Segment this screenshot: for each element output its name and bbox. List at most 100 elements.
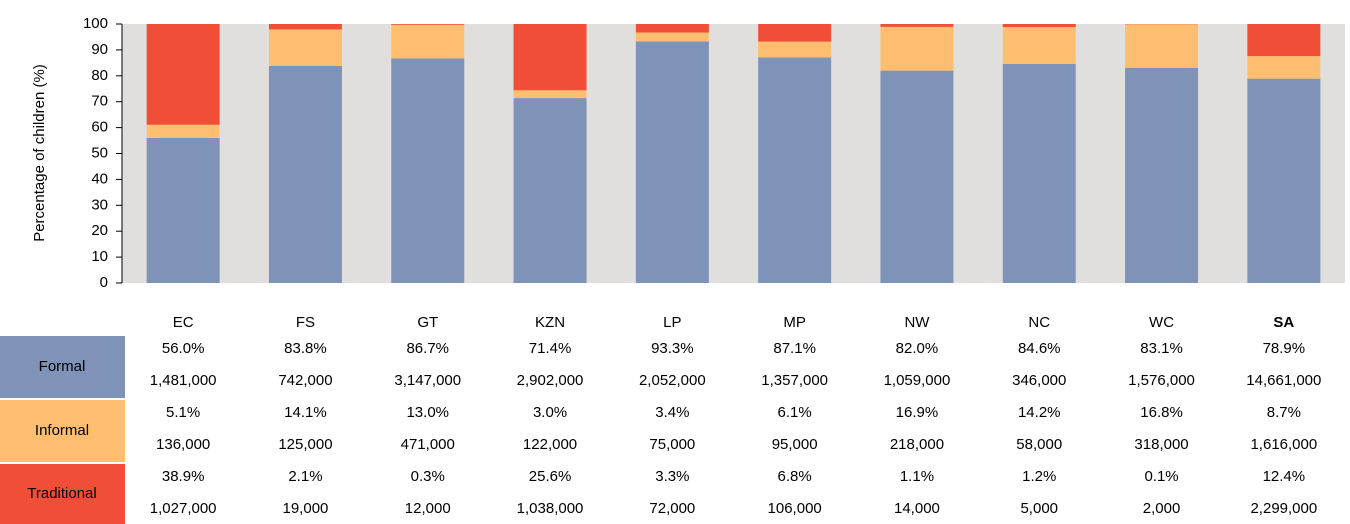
percent-cell: 83.1%: [1140, 340, 1183, 357]
bar-segment: [268, 65, 342, 283]
y-tick-label: 40: [91, 170, 108, 187]
percent-cell: 2.1%: [288, 468, 322, 485]
count-cell: 75,000: [649, 436, 695, 453]
count-cell: 1,027,000: [150, 500, 217, 517]
count-cell: 5,000: [1020, 500, 1058, 517]
bar-segment: [1247, 56, 1321, 79]
percent-cell: 87.1%: [773, 340, 816, 357]
category-label: EC: [173, 314, 194, 331]
percent-cell: 38.9%: [162, 468, 205, 485]
percent-cell: 82.0%: [896, 340, 939, 357]
category-label: NW: [904, 314, 930, 331]
percent-cell: 25.6%: [529, 468, 572, 485]
percent-cell: 0.3%: [411, 468, 445, 485]
count-cell: 12,000: [405, 500, 451, 517]
bar-segment: [268, 24, 342, 30]
bar-segment: [758, 41, 832, 58]
count-cell: 122,000: [523, 436, 577, 453]
count-cell: 95,000: [772, 436, 818, 453]
percent-cell: 78.9%: [1263, 340, 1306, 357]
count-cell: 471,000: [401, 436, 455, 453]
percent-cell: 16.8%: [1140, 404, 1183, 421]
count-cell: 58,000: [1016, 436, 1062, 453]
percent-cell: 3.4%: [655, 404, 689, 421]
count-cell: 318,000: [1134, 436, 1188, 453]
bar-segment: [268, 29, 342, 66]
percent-cell: 6.8%: [778, 468, 812, 485]
y-axis-label: Percentage of children (%): [31, 64, 48, 242]
y-tick-label: 30: [91, 196, 108, 213]
bar-segment: [391, 24, 465, 25]
bar-segment: [513, 98, 587, 283]
category-label: GT: [417, 314, 438, 331]
bar-segment: [146, 137, 220, 283]
percent-cell: 3.3%: [655, 468, 689, 485]
row-header: [0, 464, 125, 524]
bar-segment: [880, 24, 954, 27]
bar-segment: [1125, 24, 1199, 68]
category-label: MP: [783, 314, 806, 331]
bar-segment: [1002, 63, 1076, 283]
count-cell: 2,299,000: [1250, 500, 1317, 517]
y-tick-label: 90: [91, 41, 108, 58]
y-tick-label: 20: [91, 222, 108, 239]
row-label: Informal: [35, 422, 89, 439]
y-tick-label: 60: [91, 119, 108, 136]
category-label: LP: [663, 314, 681, 331]
count-cell: 1,616,000: [1250, 436, 1317, 453]
percent-cell: 83.8%: [284, 340, 327, 357]
count-cell: 14,000: [894, 500, 940, 517]
count-cell: 3,147,000: [394, 372, 461, 389]
bar-segment: [513, 24, 587, 91]
row-label: Traditional: [27, 485, 96, 502]
bar-segment: [1125, 67, 1199, 284]
bar-segment: [635, 32, 709, 42]
bar-segment: [635, 24, 709, 33]
bar-segment: [1247, 24, 1321, 57]
percent-cell: 56.0%: [162, 340, 205, 357]
percent-cell: 71.4%: [529, 340, 572, 357]
y-tick-label: 100: [83, 15, 108, 32]
count-cell: 1,576,000: [1128, 372, 1195, 389]
category-label: KZN: [535, 314, 565, 331]
bar-segment: [1002, 24, 1076, 28]
bar-segment: [1002, 27, 1076, 64]
y-tick-label: 0: [100, 274, 108, 291]
percent-cell: 16.9%: [896, 404, 939, 421]
row-header: [0, 336, 125, 398]
percent-cell: 13.0%: [406, 404, 449, 421]
bar-segment: [1247, 78, 1321, 283]
percent-cell: 3.0%: [533, 404, 567, 421]
percent-cell: 12.4%: [1263, 468, 1306, 485]
bar-segment: [391, 58, 465, 284]
bar-segment: [146, 24, 220, 125]
category-label: WC: [1149, 314, 1174, 331]
percent-cell: 14.1%: [284, 404, 327, 421]
percent-cell: 1.2%: [1022, 468, 1056, 485]
count-cell: 1,038,000: [517, 500, 584, 517]
row-label: Formal: [39, 358, 86, 375]
category-label: NC: [1028, 314, 1050, 331]
bar-segment: [880, 26, 954, 71]
count-cell: 2,902,000: [517, 372, 584, 389]
percent-cell: 1.1%: [900, 468, 934, 485]
count-cell: 14,661,000: [1246, 372, 1321, 389]
category-label: SA: [1273, 314, 1294, 331]
count-cell: 125,000: [278, 436, 332, 453]
y-tick-label: 10: [91, 248, 108, 265]
count-cell: 1,357,000: [761, 372, 828, 389]
bar-segment: [146, 124, 220, 138]
count-cell: 2,052,000: [639, 372, 706, 389]
row-header: [0, 400, 125, 462]
count-cell: 72,000: [649, 500, 695, 517]
bar-segment: [758, 57, 832, 284]
count-cell: 19,000: [283, 500, 329, 517]
category-label: FS: [296, 314, 315, 331]
count-cell: 1,481,000: [150, 372, 217, 389]
count-cell: 346,000: [1012, 372, 1066, 389]
count-cell: 1,059,000: [884, 372, 951, 389]
bar-segment: [391, 24, 465, 59]
count-cell: 2,000: [1143, 500, 1181, 517]
y-tick-label: 50: [91, 144, 108, 161]
